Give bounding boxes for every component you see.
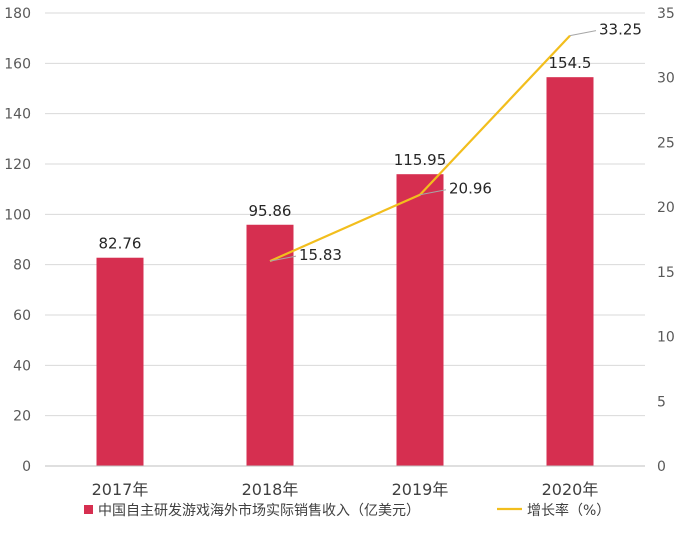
y-left-tick-label: 140 bbox=[4, 107, 31, 123]
gridlines bbox=[45, 12, 645, 417]
bar bbox=[546, 77, 594, 467]
legend-bar-label: 中国自主研发游戏海外市场实际销售收入（亿美元） bbox=[98, 502, 420, 519]
bar bbox=[246, 224, 294, 466]
leader-line bbox=[269, 255, 297, 262]
bar-value-label: 154.5 bbox=[549, 54, 592, 72]
x-tick-label: 2020年 bbox=[542, 480, 599, 499]
y-right-tick-label: 30 bbox=[657, 71, 675, 87]
x-tick-label: 2019年 bbox=[392, 480, 449, 499]
legend: 中国自主研发游戏海外市场实际销售收入（亿美元） 增长率（%） bbox=[84, 502, 610, 519]
y-left-tick-label: 80 bbox=[13, 258, 31, 274]
y-left-tick-label: 180 bbox=[4, 6, 31, 22]
y-left-tick-label: 20 bbox=[13, 409, 31, 425]
x-tick-label: 2018年 bbox=[242, 480, 299, 499]
y-right-tick-label: 5 bbox=[657, 394, 666, 410]
axes: 0 20 40 60 80 100 120 140 160 180 0 5 10 15 20 25 30 35 20… bbox=[4, 6, 675, 499]
y-left-tick-label: 40 bbox=[13, 358, 31, 374]
y-left-tick-label: 160 bbox=[4, 56, 31, 72]
bar-value-label: 95.86 bbox=[249, 202, 292, 220]
bar-value-label: 115.95 bbox=[394, 151, 447, 169]
y-left-tick-label: 60 bbox=[13, 308, 31, 324]
y-right-tick-label: 20 bbox=[657, 200, 675, 216]
y-left-tick-label: 0 bbox=[22, 459, 31, 475]
bar-series bbox=[96, 77, 594, 467]
line-value-label: 33.25 bbox=[599, 21, 642, 39]
leader-line bbox=[419, 189, 447, 196]
y-right-tick-label: 0 bbox=[657, 459, 666, 475]
legend-line-label: 增长率（%） bbox=[527, 502, 610, 519]
bar-value-label: 82.76 bbox=[99, 235, 142, 253]
data-labels: 82.76 95.86 115.95 154.5 15.83 20.96 33.25 bbox=[99, 21, 642, 264]
y-right-tick-label: 25 bbox=[657, 135, 675, 151]
y-left-tick-label: 120 bbox=[4, 157, 31, 173]
y-left-tick-label: 100 bbox=[4, 207, 31, 223]
bar bbox=[96, 257, 144, 466]
y-right-tick-label: 15 bbox=[657, 265, 675, 281]
y-right-tick-label: 10 bbox=[657, 330, 675, 346]
line-value-label: 15.83 bbox=[299, 246, 342, 264]
line-value-label: 20.96 bbox=[449, 180, 492, 198]
bar bbox=[396, 174, 444, 466]
x-tick-label: 2017年 bbox=[92, 480, 149, 499]
legend-bar-swatch bbox=[84, 505, 93, 514]
leader-line bbox=[569, 30, 597, 37]
y-right-tick-label: 35 bbox=[657, 6, 675, 22]
